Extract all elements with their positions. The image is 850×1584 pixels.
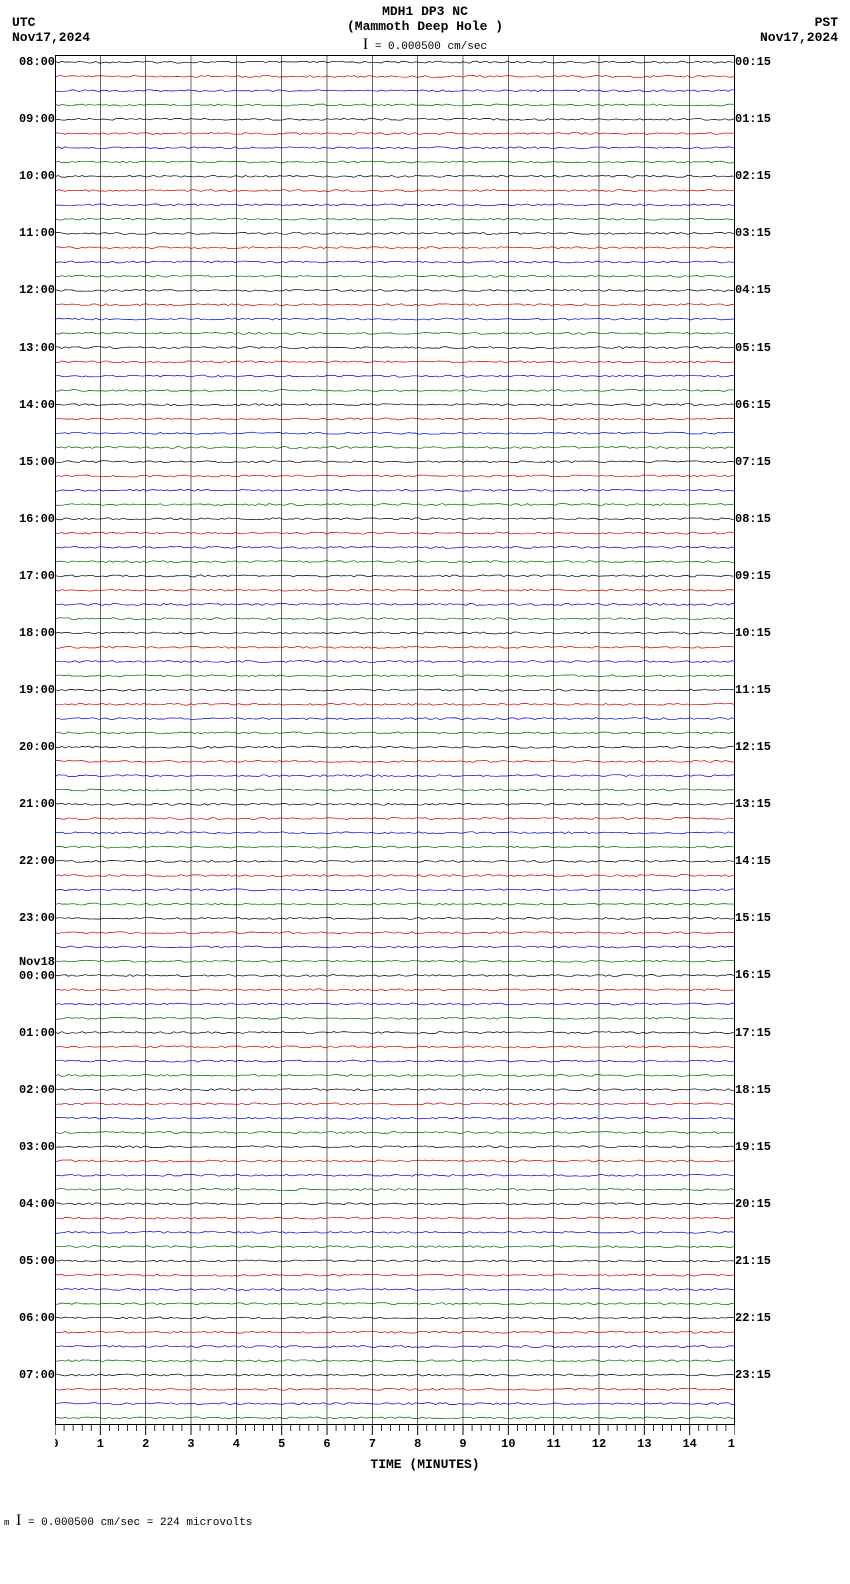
helicorder-svg: 0123456789101112131415 <box>55 55 735 1455</box>
utc-time-label: 10:00 <box>19 169 55 183</box>
svg-text:15: 15 <box>728 1437 735 1451</box>
utc-time-label: 09:00 <box>19 112 55 126</box>
utc-time-label: 21:00 <box>19 797 55 811</box>
svg-text:6: 6 <box>323 1437 330 1451</box>
svg-text:0: 0 <box>55 1437 59 1451</box>
station-name: (Mammoth Deep Hole ) <box>0 19 850 34</box>
pst-time-label: 05:15 <box>735 341 771 355</box>
pst-time-label: 06:15 <box>735 398 771 412</box>
pst-time-label: 18:15 <box>735 1083 771 1097</box>
utc-time-label: 20:00 <box>19 740 55 754</box>
pst-time-label: 08:15 <box>735 512 771 526</box>
svg-text:2: 2 <box>142 1437 149 1451</box>
svg-text:7: 7 <box>369 1437 376 1451</box>
pst-time-label: 11:15 <box>735 683 771 697</box>
utc-time-label: 08:00 <box>19 55 55 69</box>
svg-text:9: 9 <box>459 1437 466 1451</box>
utc-time-label: 04:00 <box>19 1197 55 1211</box>
utc-time-label: 05:00 <box>19 1254 55 1268</box>
svg-text:13: 13 <box>637 1437 651 1451</box>
utc-time-label: 23:00 <box>19 911 55 925</box>
station-code: MDH1 DP3 NC <box>0 4 850 19</box>
footer-text: = 0.000500 cm/sec = 224 microvolts <box>28 1517 252 1529</box>
pst-time-label: 22:15 <box>735 1311 771 1325</box>
utc-time-label: 02:00 <box>19 1083 55 1097</box>
pst-time-label: 17:15 <box>735 1026 771 1040</box>
right-date: Nov17,2024 <box>760 30 838 45</box>
pst-time-label: 19:15 <box>735 1140 771 1154</box>
scale-indicator: I = 0.000500 cm/sec <box>0 36 850 54</box>
pst-time-label: 01:15 <box>735 112 771 126</box>
svg-text:1: 1 <box>97 1437 104 1451</box>
utc-time-label: 14:00 <box>19 398 55 412</box>
utc-time-label: 06:00 <box>19 1311 55 1325</box>
svg-text:5: 5 <box>278 1437 285 1451</box>
utc-time-label: 19:00 <box>19 683 55 697</box>
pst-time-label: 10:15 <box>735 626 771 640</box>
utc-time-label: 01:00 <box>19 1026 55 1040</box>
utc-time-label: 12:00 <box>19 283 55 297</box>
pst-time-label: 13:15 <box>735 797 771 811</box>
pst-time-label: 09:15 <box>735 569 771 583</box>
svg-text:8: 8 <box>414 1437 421 1451</box>
scale-text: = 0.000500 cm/sec <box>375 41 487 53</box>
svg-text:14: 14 <box>682 1437 696 1451</box>
xaxis-label: TIME (MINUTES) <box>0 1457 850 1472</box>
pst-time-label: 20:15 <box>735 1197 771 1211</box>
utc-time-label: 17:00 <box>19 569 55 583</box>
pst-time-label: 14:15 <box>735 854 771 868</box>
header-right: PST Nov17,2024 <box>760 15 838 45</box>
pst-time-label: 02:15 <box>735 169 771 183</box>
utc-time-label: 13:00 <box>19 341 55 355</box>
pst-time-label: 21:15 <box>735 1254 771 1268</box>
pst-time-label: 04:15 <box>735 283 771 297</box>
utc-time-label: 16:00 <box>19 512 55 526</box>
utc-time-label: 07:00 <box>19 1368 55 1382</box>
utc-time-label: 03:00 <box>19 1140 55 1154</box>
helicorder-chart: 0123456789101112131415 08:0009:0010:0011… <box>55 55 735 1455</box>
header-center: MDH1 DP3 NC (Mammoth Deep Hole ) I = 0.0… <box>0 4 850 54</box>
utc-time-label: 11:00 <box>19 226 55 240</box>
svg-text:3: 3 <box>187 1437 194 1451</box>
utc-time-label: 15:00 <box>19 455 55 469</box>
pst-time-label: 07:15 <box>735 455 771 469</box>
utc-time-label: 22:00 <box>19 854 55 868</box>
svg-text:4: 4 <box>233 1437 240 1451</box>
pst-time-label: 00:15 <box>735 55 771 69</box>
right-timezone: PST <box>760 15 838 30</box>
footer-scale: m I = 0.000500 cm/sec = 224 microvolts <box>4 1512 850 1530</box>
pst-time-label: 12:15 <box>735 740 771 754</box>
utc-time-label: Nov18 00:00 <box>19 955 55 983</box>
svg-text:11: 11 <box>546 1437 560 1451</box>
pst-time-label: 03:15 <box>735 226 771 240</box>
chart-header: UTC Nov17,2024 MDH1 DP3 NC (Mammoth Deep… <box>0 0 850 55</box>
pst-time-label: 15:15 <box>735 911 771 925</box>
pst-time-label: 23:15 <box>735 1368 771 1382</box>
utc-time-label: 18:00 <box>19 626 55 640</box>
svg-text:12: 12 <box>592 1437 606 1451</box>
pst-time-label: 16:15 <box>735 968 771 982</box>
svg-text:10: 10 <box>501 1437 515 1451</box>
